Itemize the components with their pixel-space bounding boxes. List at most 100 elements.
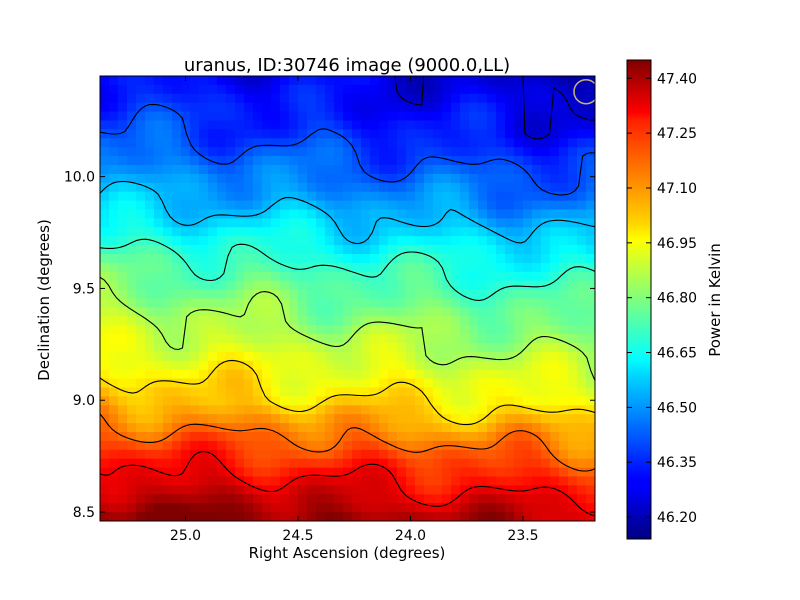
heatmap-cell xyxy=(451,262,461,273)
heatmap-cell xyxy=(505,325,515,335)
heatmap-cell xyxy=(586,182,595,193)
heatmap-cell xyxy=(253,84,263,95)
heatmap-cell xyxy=(136,218,146,228)
heatmap-cell xyxy=(514,503,524,513)
heatmap-cell xyxy=(406,173,416,184)
heatmap-cell xyxy=(181,138,191,148)
heatmap-cell xyxy=(199,307,209,317)
heatmap-cell xyxy=(172,369,182,380)
heatmap-cell xyxy=(244,351,254,362)
heatmap-cell xyxy=(100,111,110,122)
heatmap-cell xyxy=(397,458,407,469)
heatmap-cell xyxy=(370,165,380,175)
heatmap-cell xyxy=(460,387,470,397)
heatmap-cell xyxy=(379,102,389,113)
heatmap-cell xyxy=(352,84,362,95)
heatmap-cell xyxy=(523,200,533,211)
beam-marker xyxy=(573,78,595,105)
heatmap-cell xyxy=(100,254,110,264)
heatmap-cell xyxy=(451,432,461,442)
heatmap-cell xyxy=(262,378,272,389)
heatmap-cell xyxy=(550,76,560,86)
heatmap-cell xyxy=(136,378,146,389)
heatmap-cell xyxy=(550,467,560,478)
heatmap-cell xyxy=(451,485,461,495)
heatmap-cell xyxy=(460,111,470,122)
heatmap-cell xyxy=(316,512,326,521)
heatmap-cell xyxy=(388,414,398,424)
heatmap-cell xyxy=(550,343,560,353)
heatmap-cell xyxy=(316,503,326,513)
heatmap-cell xyxy=(379,289,389,300)
x-axis-ticks: 25.0 24.5 24.0 23.5 xyxy=(170,76,539,544)
heatmap-cell xyxy=(226,111,236,122)
colorbar-tick-label: 46.65 xyxy=(657,346,697,362)
heatmap-cell xyxy=(559,129,569,139)
heatmap-cell xyxy=(541,414,551,424)
heatmap-cell xyxy=(118,485,128,495)
heatmap-cell xyxy=(433,120,443,130)
heatmap-cell xyxy=(334,76,344,86)
heatmap-cell xyxy=(487,289,497,300)
heatmap-cell xyxy=(451,387,461,397)
heatmap-cell xyxy=(586,440,595,451)
heatmap-cell xyxy=(217,494,227,504)
heatmap-cell xyxy=(181,165,191,175)
heatmap-cell xyxy=(415,432,425,442)
heatmap-cell xyxy=(388,316,398,326)
heatmap-cell xyxy=(469,129,479,139)
heatmap-cell xyxy=(271,423,281,433)
heatmap-cell xyxy=(487,378,497,389)
heatmap-cell xyxy=(235,405,245,415)
heatmap-cell xyxy=(424,432,434,442)
heatmap-cell xyxy=(478,485,488,495)
heatmap-cell xyxy=(523,360,533,371)
heatmap-cell xyxy=(262,289,272,300)
heatmap-cell xyxy=(568,432,578,442)
heatmap-cell xyxy=(361,147,371,157)
heatmap-cell xyxy=(523,93,533,104)
heatmap-cell xyxy=(325,387,335,397)
heatmap-cell xyxy=(397,111,407,122)
heatmap-cell xyxy=(397,343,407,353)
heatmap-cell xyxy=(469,334,479,344)
heatmap-cell xyxy=(307,245,317,255)
heatmap-cell xyxy=(307,476,317,486)
heatmap-cell xyxy=(514,494,524,504)
heatmap-cell xyxy=(289,129,299,139)
heatmap-cell xyxy=(307,512,317,521)
heatmap-cell xyxy=(271,129,281,139)
heatmap-cell xyxy=(406,200,416,211)
heatmap-cell xyxy=(388,271,398,282)
heatmap-cell xyxy=(271,93,281,104)
heatmap-cell xyxy=(172,129,182,139)
heatmap-cell xyxy=(451,156,461,166)
heatmap-cell xyxy=(316,414,326,424)
heatmap-cell xyxy=(577,503,587,513)
heatmap-cell xyxy=(235,316,245,326)
heatmap-cell xyxy=(379,173,389,184)
heatmap-cell xyxy=(289,218,299,228)
heatmap-cell xyxy=(127,289,137,300)
heatmap-cell xyxy=(469,378,479,389)
heatmap-cell xyxy=(424,343,434,353)
heatmap-cell xyxy=(325,191,335,202)
heatmap-cell xyxy=(145,156,155,166)
heatmap-cell xyxy=(163,503,173,513)
heatmap-cell xyxy=(262,396,272,406)
heatmap-cell xyxy=(577,458,587,469)
heatmap-cell xyxy=(190,227,200,237)
heatmap-cell xyxy=(568,423,578,433)
heatmap-cell xyxy=(154,200,164,211)
heatmap-cell xyxy=(127,236,137,246)
heatmap-cell xyxy=(127,485,137,495)
contour-line xyxy=(100,359,595,426)
heatmap-cell xyxy=(199,458,209,469)
colorbar-tick-label: 47.10 xyxy=(657,181,697,197)
heatmap-cell xyxy=(370,200,380,211)
heatmap-cell xyxy=(460,458,470,469)
heatmap-cell xyxy=(532,76,542,86)
heatmap-cell xyxy=(190,182,200,193)
heatmap-cell xyxy=(172,476,182,486)
heatmap-cell xyxy=(190,236,200,246)
